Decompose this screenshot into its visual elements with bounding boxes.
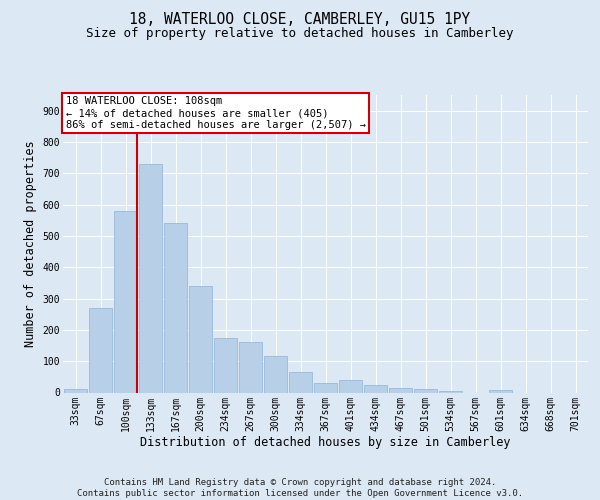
Bar: [488, 390, 512, 392]
Bar: [239, 342, 262, 392]
Bar: [188, 286, 212, 393]
Bar: [263, 356, 287, 392]
Bar: [413, 390, 437, 392]
Text: Contains HM Land Registry data © Crown copyright and database right 2024.
Contai: Contains HM Land Registry data © Crown c…: [77, 478, 523, 498]
Bar: [214, 338, 238, 392]
Text: 18 WATERLOO CLOSE: 108sqm
← 14% of detached houses are smaller (405)
86% of semi: 18 WATERLOO CLOSE: 108sqm ← 14% of detac…: [65, 96, 365, 130]
Bar: [314, 383, 337, 392]
Y-axis label: Number of detached properties: Number of detached properties: [24, 140, 37, 347]
X-axis label: Distribution of detached houses by size in Camberley: Distribution of detached houses by size …: [140, 436, 511, 449]
Bar: [113, 211, 137, 392]
Bar: [89, 308, 112, 392]
Bar: [338, 380, 362, 392]
Text: Size of property relative to detached houses in Camberley: Size of property relative to detached ho…: [86, 28, 514, 40]
Bar: [364, 384, 388, 392]
Bar: [289, 372, 313, 392]
Text: 18, WATERLOO CLOSE, CAMBERLEY, GU15 1PY: 18, WATERLOO CLOSE, CAMBERLEY, GU15 1PY: [130, 12, 470, 28]
Bar: [139, 164, 163, 392]
Bar: [389, 388, 412, 392]
Bar: [439, 391, 463, 392]
Bar: [164, 224, 187, 392]
Bar: [64, 390, 88, 392]
